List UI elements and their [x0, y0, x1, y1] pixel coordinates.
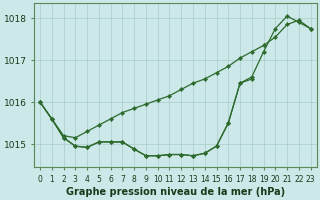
X-axis label: Graphe pression niveau de la mer (hPa): Graphe pression niveau de la mer (hPa) [66, 187, 285, 197]
